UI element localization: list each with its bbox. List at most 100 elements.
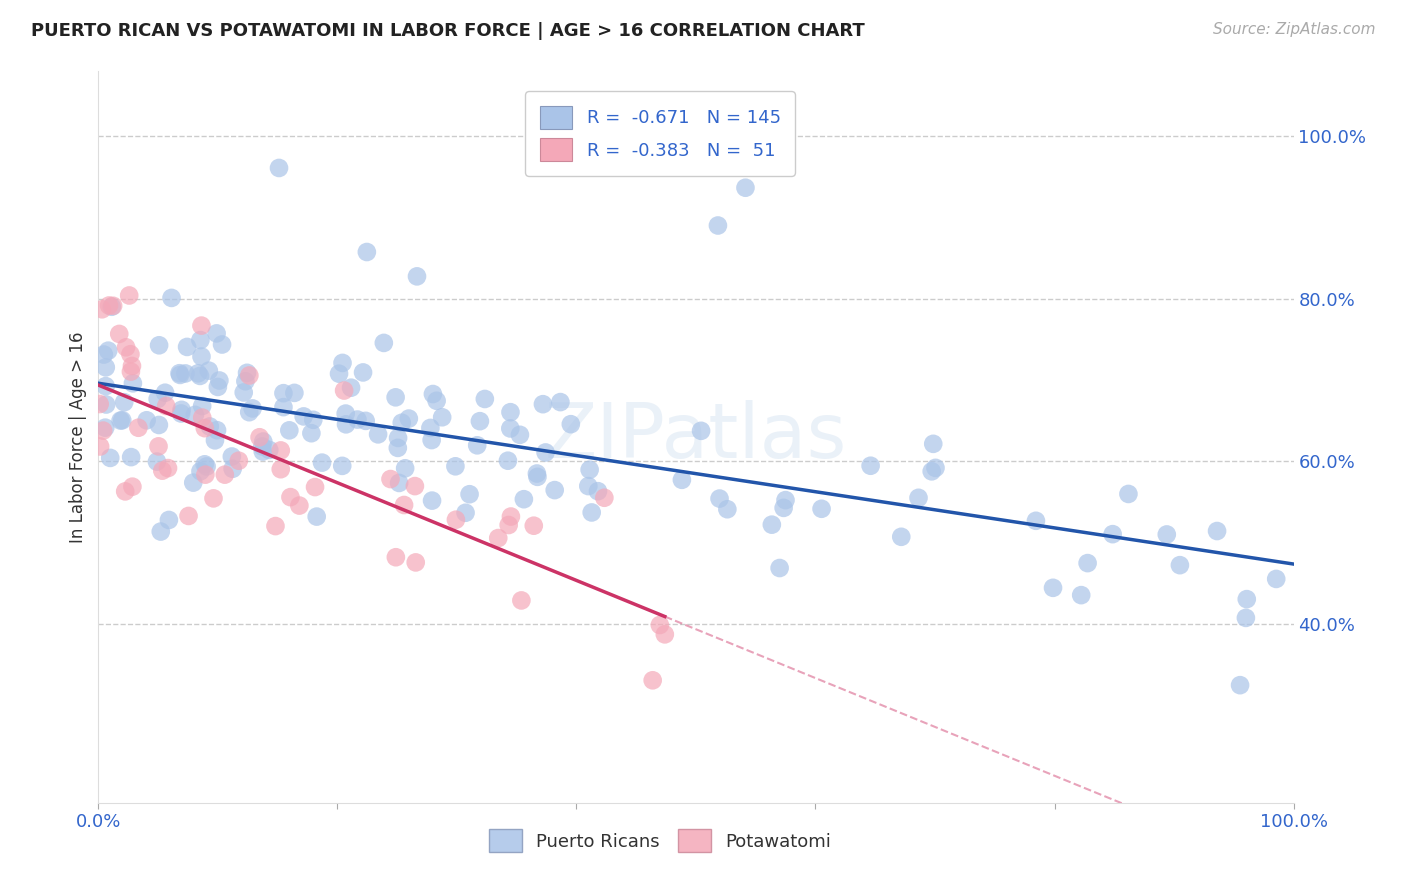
Point: [214, 467, 236, 482]
Point: [716, 502, 738, 516]
Point: [509, 427, 531, 442]
Point: [114, 484, 136, 499]
Point: [391, 416, 413, 430]
Point: [398, 411, 420, 425]
Point: [1265, 572, 1288, 586]
Point: [198, 419, 221, 434]
Point: [775, 493, 797, 508]
Point: [155, 399, 177, 413]
Point: [430, 410, 453, 425]
Point: [641, 673, 664, 688]
Point: [89, 440, 111, 454]
Point: [1077, 556, 1099, 570]
Point: [922, 437, 945, 451]
Point: [110, 413, 132, 427]
Point: [581, 505, 603, 519]
Point: [1156, 527, 1178, 541]
Text: PUERTO RICAN VS POTAWATOMI IN LABOR FORCE | AGE > 16 CORRELATION CHART: PUERTO RICAN VS POTAWATOMI IN LABOR FORC…: [31, 22, 865, 40]
Text: ZIPatlas: ZIPatlas: [544, 401, 848, 474]
Point: [169, 368, 191, 382]
Point: [91, 302, 114, 317]
Point: [671, 473, 693, 487]
Point: [709, 491, 731, 506]
Point: [120, 450, 142, 464]
Point: [127, 421, 149, 435]
Point: [352, 366, 374, 380]
Point: [1025, 514, 1047, 528]
Point: [194, 421, 217, 435]
Point: [523, 518, 546, 533]
Point: [384, 390, 406, 404]
Point: [204, 434, 226, 448]
Point: [115, 340, 138, 354]
Point: [531, 397, 554, 411]
Point: [120, 347, 142, 361]
Point: [97, 343, 120, 358]
Point: [150, 464, 173, 478]
Point: [419, 421, 441, 435]
Point: [148, 417, 170, 432]
Point: [146, 392, 169, 406]
Point: [340, 381, 363, 395]
Point: [499, 421, 522, 435]
Point: [1042, 581, 1064, 595]
Point: [91, 424, 114, 438]
Point: [772, 500, 794, 515]
Point: [305, 509, 328, 524]
Point: [593, 491, 616, 505]
Point: [278, 423, 301, 437]
Point: [496, 453, 519, 467]
Point: [761, 517, 783, 532]
Point: [299, 426, 322, 441]
Point: [170, 402, 193, 417]
Point: [302, 413, 325, 427]
Point: [1101, 527, 1123, 541]
Point: [426, 393, 449, 408]
Point: [311, 456, 333, 470]
Point: [859, 458, 882, 473]
Text: Source: ZipAtlas.com: Source: ZipAtlas.com: [1212, 22, 1375, 37]
Point: [690, 424, 713, 438]
Point: [221, 450, 243, 464]
Point: [465, 438, 488, 452]
Point: [111, 413, 134, 427]
Point: [654, 627, 676, 641]
Point: [486, 531, 509, 545]
Point: [454, 506, 477, 520]
Point: [498, 518, 520, 533]
Point: [157, 513, 180, 527]
Y-axis label: In Labor Force | Age > 16: In Labor Force | Age > 16: [69, 331, 87, 543]
Point: [191, 399, 214, 413]
Point: [232, 385, 254, 400]
Point: [238, 368, 260, 383]
Point: [499, 405, 522, 419]
Point: [205, 326, 228, 341]
Point: [207, 380, 229, 394]
Point: [112, 395, 135, 409]
Point: [1118, 487, 1140, 501]
Point: [101, 299, 124, 313]
Point: [194, 467, 217, 482]
Point: [100, 300, 122, 314]
Point: [380, 472, 402, 486]
Point: [98, 450, 121, 465]
Point: [205, 423, 228, 437]
Point: [576, 479, 599, 493]
Legend: Puerto Ricans, Potawatomi: Puerto Ricans, Potawatomi: [482, 822, 838, 860]
Point: [120, 365, 142, 379]
Point: [108, 326, 131, 341]
Point: [513, 492, 536, 507]
Point: [388, 475, 411, 490]
Point: [385, 550, 408, 565]
Point: [174, 367, 197, 381]
Point: [170, 407, 193, 421]
Point: [118, 288, 141, 302]
Point: [94, 420, 117, 434]
Point: [135, 413, 157, 427]
Point: [160, 291, 183, 305]
Point: [444, 459, 467, 474]
Point: [1206, 524, 1229, 538]
Point: [586, 484, 609, 499]
Point: [346, 412, 368, 426]
Point: [292, 409, 315, 424]
